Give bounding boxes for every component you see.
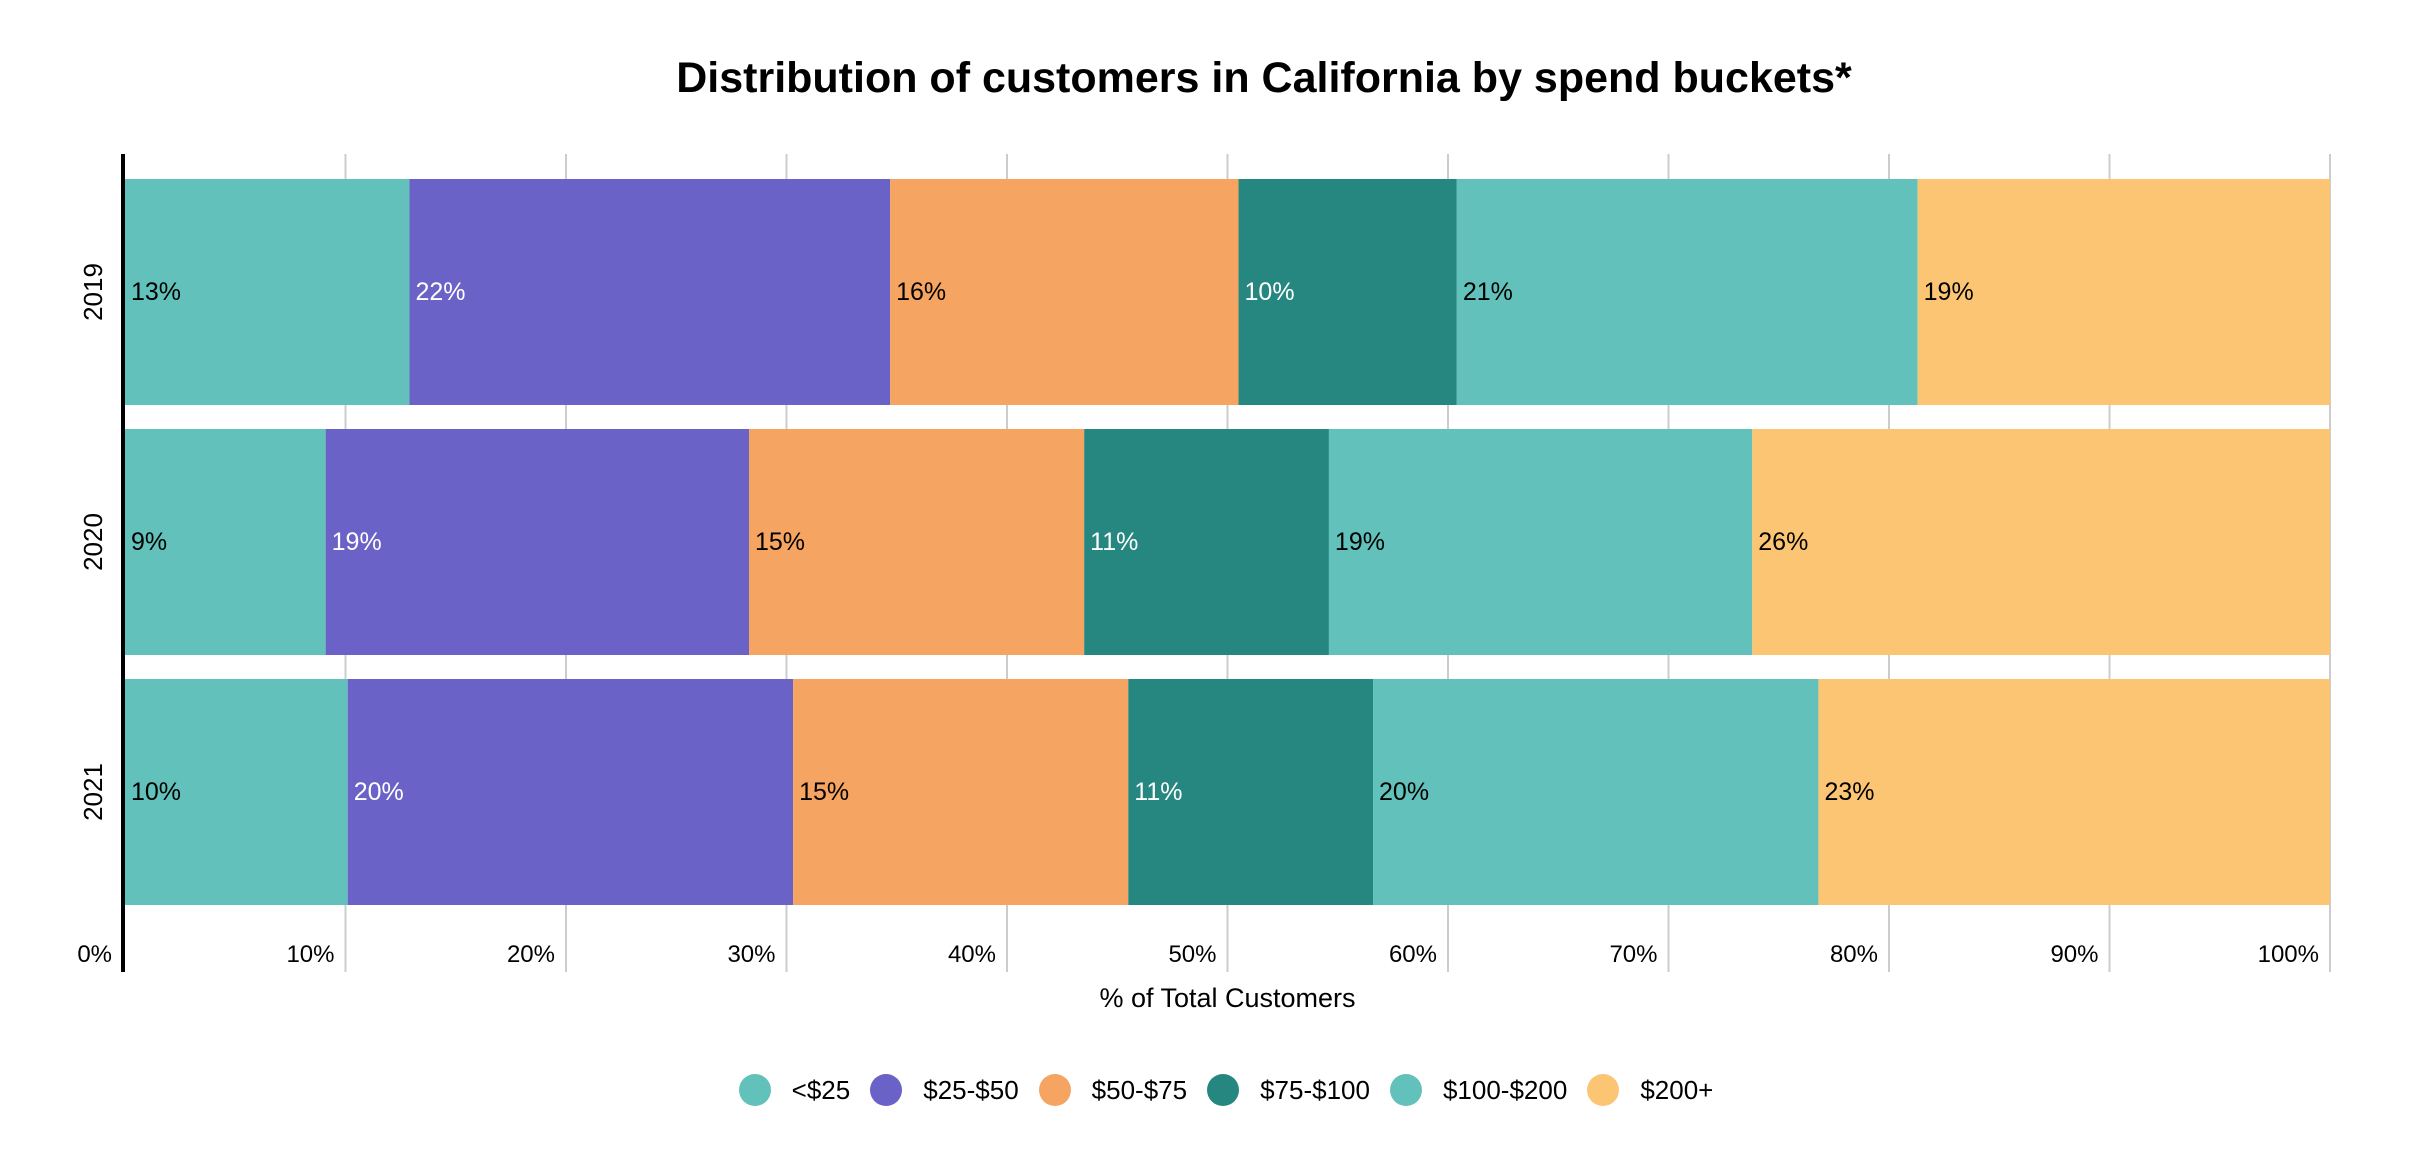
data-label: 9% — [131, 528, 167, 556]
data-label: 22% — [415, 278, 465, 306]
bar-segment — [1238, 179, 1457, 405]
x-tick-label: 0% — [77, 941, 112, 968]
x-tick-label: 10% — [286, 941, 334, 968]
legend-marker-icon — [1038, 1074, 1071, 1106]
y-tick-label: 2019 — [78, 263, 108, 321]
bar-segment — [749, 429, 1085, 655]
bar-segment — [347, 679, 794, 905]
data-label: 13% — [131, 278, 181, 306]
legend-label: <$25 — [791, 1075, 851, 1105]
legend-label: $100-$200 — [1442, 1075, 1568, 1105]
x-tick-label: 70% — [1609, 941, 1657, 968]
data-label: 26% — [1758, 528, 1808, 556]
x-tick-label: 100% — [2258, 941, 2319, 968]
data-label: 19% — [1924, 278, 1974, 306]
legend-item[interactable]: $75-$100 — [1207, 1074, 1370, 1106]
data-label: 15% — [755, 528, 805, 556]
legend-label: $75-$100 — [1260, 1075, 1370, 1105]
data-label: 21% — [1463, 278, 1513, 306]
data-label: 10% — [131, 778, 181, 806]
bar-segment — [409, 179, 891, 405]
legend-marker-icon — [870, 1074, 903, 1106]
data-label: 10% — [1245, 278, 1295, 306]
bar-segment — [125, 179, 410, 405]
data-label: 19% — [332, 528, 382, 556]
bar-segment — [1456, 179, 1918, 405]
bars — [125, 179, 2330, 905]
x-tick-label: 20% — [507, 941, 555, 968]
legend-label: $200+ — [1640, 1075, 1714, 1105]
x-tick-label: 50% — [1168, 941, 1216, 968]
legend: <$25 $25-$50 $50-$75 $75-$100 $100-$200 $200+ — [0, 1070, 2410, 1110]
bar-segment — [1128, 679, 1374, 905]
y-tick-labels: 2019 2020 2021 — [78, 263, 108, 821]
bar-segment — [890, 179, 1239, 405]
x-tick-label: 30% — [727, 941, 775, 968]
bar-segment — [1373, 679, 1819, 905]
bar-segment — [1818, 679, 2330, 905]
data-labels: 13% 22% 16% 10% 21% 19% 9% 19% 15% 11% 19% 26% 10% 20… — [131, 278, 1974, 806]
bar-segment — [125, 429, 326, 655]
legend-item[interactable]: $25-$50 — [870, 1074, 1019, 1106]
bar-segment — [793, 679, 1129, 905]
legend-marker-icon — [1207, 1074, 1240, 1106]
data-label: 20% — [1379, 778, 1429, 806]
x-tick-label: 80% — [1830, 941, 1878, 968]
legend-marker-icon — [738, 1074, 771, 1106]
legend-label: $25-$50 — [923, 1075, 1019, 1105]
x-axis-title: % of Total Customers — [1099, 983, 1356, 1013]
y-tick-label: 2020 — [78, 513, 108, 571]
data-label: 19% — [1335, 528, 1385, 556]
data-label: 16% — [896, 278, 946, 306]
chart-title: Distribution of customers in California … — [676, 54, 1852, 102]
legend-label: $50-$75 — [1091, 1075, 1188, 1105]
data-label: 15% — [799, 778, 849, 806]
legend-item[interactable]: <$25 — [738, 1074, 851, 1106]
bar-segment — [1917, 179, 2330, 405]
legend-marker-icon — [1587, 1074, 1620, 1106]
x-tick-label: 40% — [948, 941, 996, 968]
data-label: 11% — [1090, 528, 1138, 556]
bar-segment — [1084, 429, 1329, 655]
x-tick-label: 90% — [2050, 941, 2098, 968]
data-label: 11% — [1134, 778, 1182, 806]
legend-item[interactable]: $100-$200 — [1389, 1074, 1568, 1106]
bar-segment — [1328, 429, 1753, 655]
legend-item[interactable]: $50-$75 — [1038, 1074, 1188, 1106]
legend-item[interactable]: $200+ — [1587, 1074, 1713, 1106]
x-tick-labels: 0% 10% 20% 30% 40% 50% 60% 70% 80% 90% 100% — [77, 941, 2319, 968]
bar-segment — [1752, 429, 2330, 655]
x-tick-label: 60% — [1389, 941, 1437, 968]
bar-segment — [325, 429, 750, 655]
y-tick-label: 2021 — [78, 763, 108, 821]
bar-segment — [125, 679, 348, 905]
data-label: 23% — [1824, 778, 1874, 806]
legend-marker-icon — [1389, 1074, 1422, 1106]
data-label: 20% — [354, 778, 404, 806]
